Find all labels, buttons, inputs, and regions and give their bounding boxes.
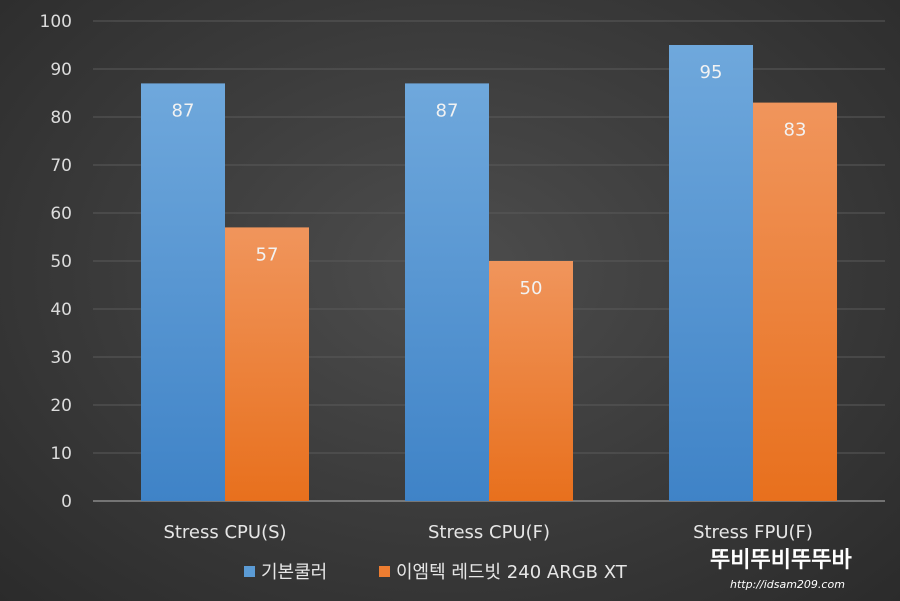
- watermark-brand: 뚜비뚜비뚜뚜바: [710, 548, 852, 573]
- bar-series1-1: [141, 83, 225, 502]
- y-tick-label-80: 80: [50, 108, 72, 128]
- y-tick-label-100: 100: [40, 12, 72, 32]
- legend-label-1: 기본쿨러: [261, 562, 327, 583]
- legend-label-2: 이엠텍 레드빗 240 ARGB XT: [396, 562, 628, 583]
- bar-series2-1: [225, 227, 309, 501]
- x-category-label-1: Stress CPU(S): [163, 522, 286, 543]
- data-label-series1-2: 87: [436, 100, 459, 121]
- data-label-series2-1: 57: [256, 244, 279, 265]
- bar-series1-2: [405, 83, 489, 502]
- y-tick-label-60: 60: [50, 204, 72, 224]
- watermark-logo: 뚜비뚜비뚜뚜바 http://idsam209.com: [710, 548, 852, 591]
- data-label-series1-1: 87: [172, 100, 195, 121]
- x-category-label-3: Stress FPU(F): [693, 522, 813, 543]
- y-tick-label-20: 20: [50, 396, 72, 416]
- x-category-label-2: Stress CPU(F): [428, 522, 550, 543]
- legend-swatch-1: [244, 566, 255, 577]
- y-tick-label-50: 50: [50, 252, 72, 272]
- data-label-series1-3: 95: [700, 62, 723, 83]
- y-tick-label-10: 10: [50, 444, 72, 464]
- data-label-series2-2: 50: [520, 278, 543, 299]
- y-tick-label-30: 30: [50, 348, 72, 368]
- bar-series2-3: [753, 102, 837, 501]
- legend-swatch-2: [379, 566, 390, 577]
- data-label-series2-3: 83: [784, 120, 807, 141]
- watermark-url: http://idsam209.com: [730, 578, 845, 591]
- y-tick-label-70: 70: [50, 156, 72, 176]
- bar-series2-2: [489, 261, 573, 501]
- bar-series1-3: [669, 45, 753, 501]
- y-tick-label-40: 40: [50, 300, 72, 320]
- y-tick-label-0: 0: [61, 492, 72, 512]
- y-tick-label-90: 90: [50, 60, 72, 80]
